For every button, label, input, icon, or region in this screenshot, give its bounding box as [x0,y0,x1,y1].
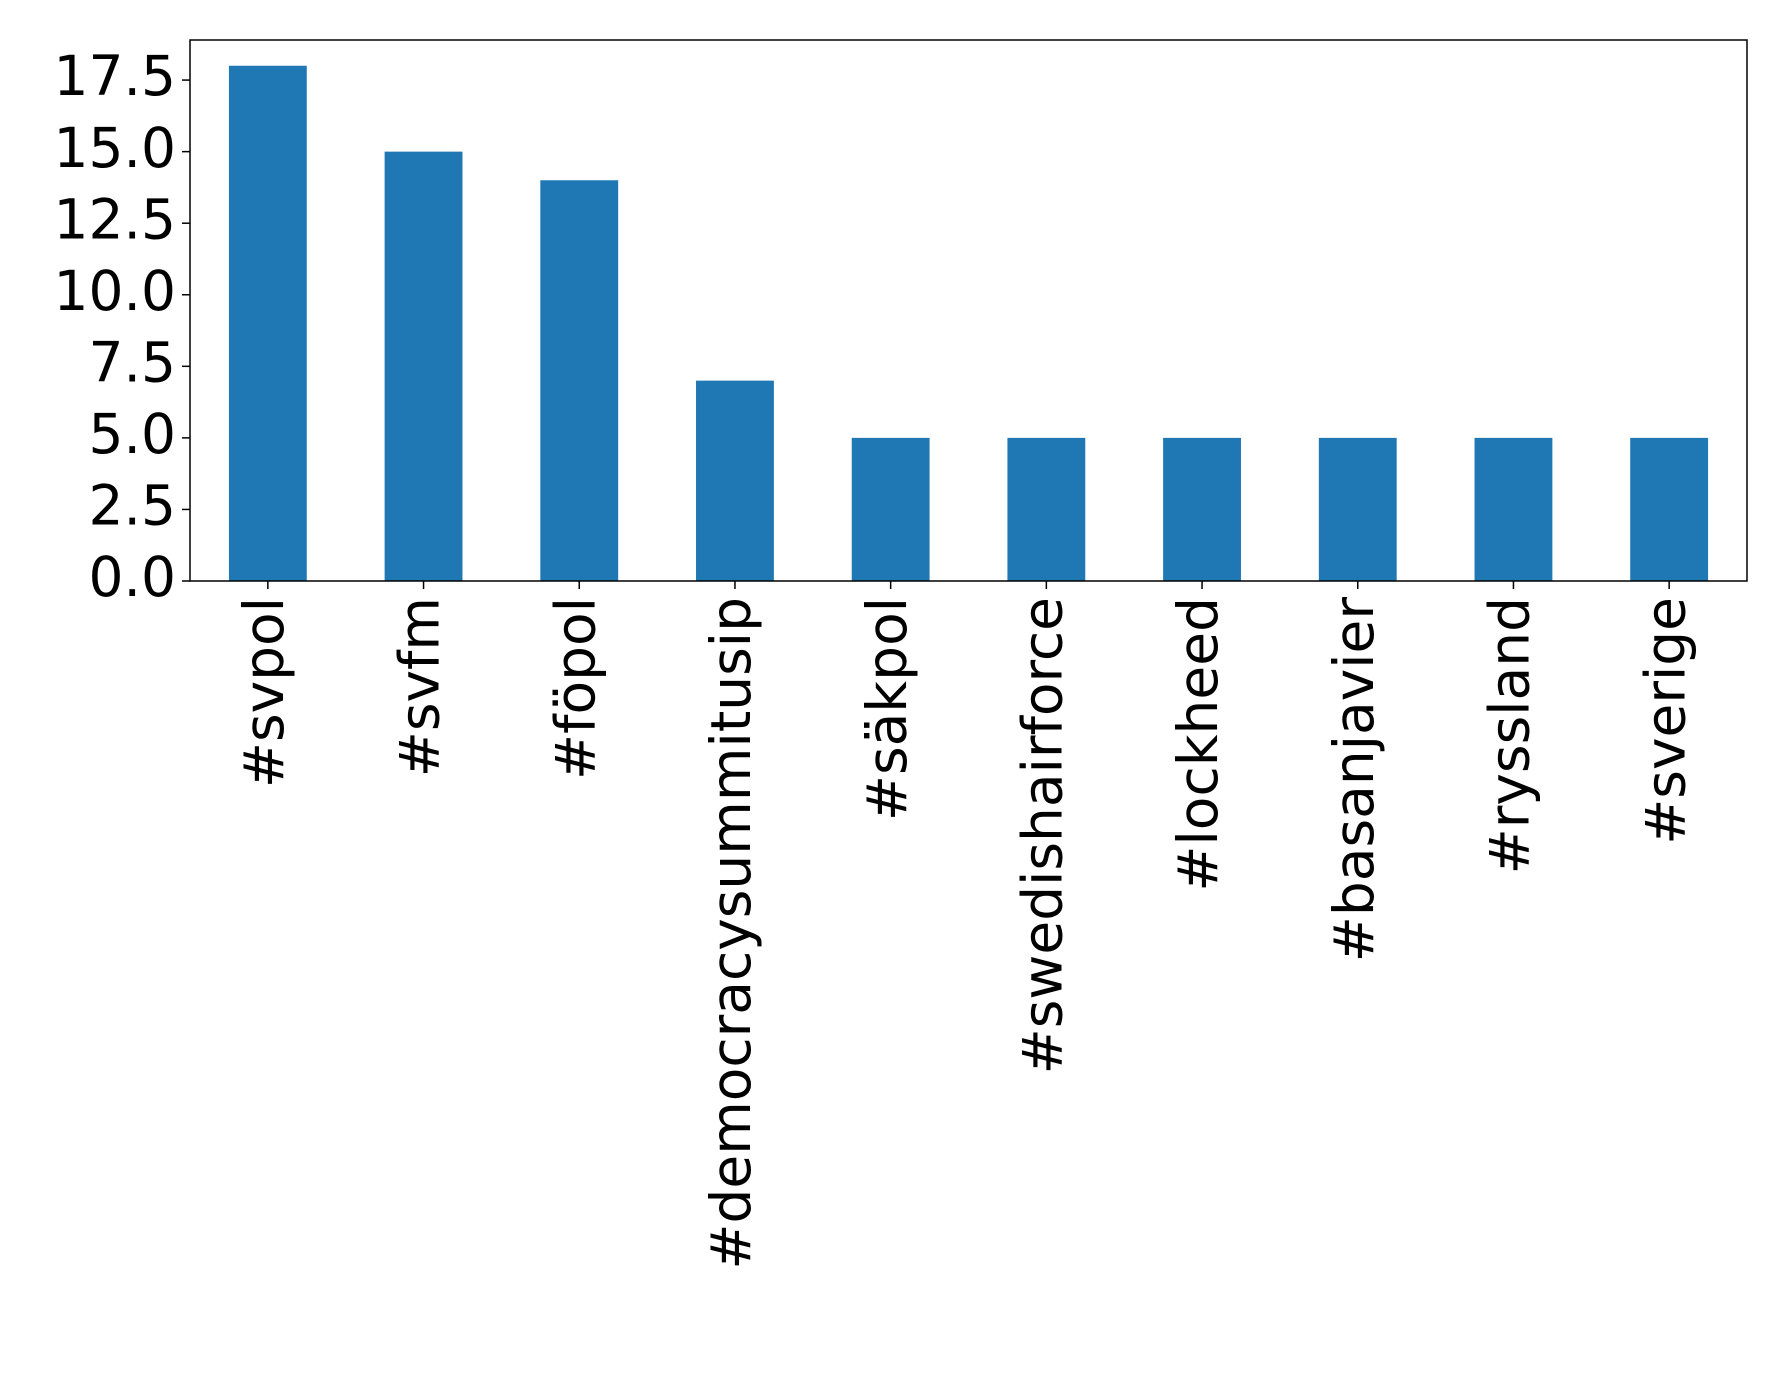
x-tick-label: #svfm [388,597,452,777]
plot-frame [189,39,1748,582]
x-tick-label: #föpol [543,597,607,780]
y-tick-label: 17.5 [54,44,176,108]
x-tick-label: #basanjavier [1322,597,1386,963]
bar [696,380,774,581]
bar [540,180,619,581]
bar [1474,437,1553,581]
x-tick-label: #säkpol [855,597,919,821]
x-tick-label: #svpol [232,597,296,788]
y-tick-label: 12.5 [54,187,176,251]
bar [1630,437,1709,581]
bar [228,65,307,581]
y-tick-label: 7.5 [89,330,176,394]
y-tick-label: 0.0 [89,545,176,609]
y-tick-label: 2.5 [89,474,176,538]
bar [1007,437,1086,581]
bar [1163,437,1241,581]
x-tick-label: #ryssland [1478,597,1542,874]
x-tick-label: #lockheed [1166,597,1230,892]
x-tick-label: #swedishairforce [1010,597,1074,1074]
y-tick-label: 15.0 [54,116,176,180]
bar [1318,437,1397,581]
bar [851,437,930,581]
y-tick-label: 5.0 [89,402,176,466]
bar [384,151,463,581]
y-tick-label: 10.0 [54,259,176,323]
x-tick-label: #sverige [1633,597,1697,845]
x-tick-label: #democracysummitusip [699,597,763,1270]
